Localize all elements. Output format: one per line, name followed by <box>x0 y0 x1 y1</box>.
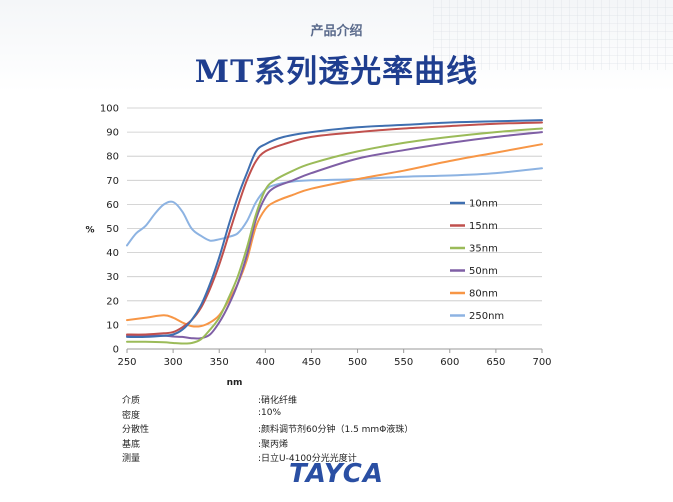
y-tick-label: 0 <box>113 345 119 356</box>
x-tick-label: 600 <box>440 357 459 368</box>
property-value: :日立U-4100分光光度计 <box>258 454 357 464</box>
y-tick-label: 20 <box>106 296 119 307</box>
header-grid-pattern <box>433 0 673 70</box>
y-tick-label: 80 <box>106 152 119 163</box>
property-row: 密度 :10% <box>122 408 542 423</box>
series-line-35nm <box>126 127 543 345</box>
x-tick-label: 300 <box>164 357 183 368</box>
y-tick-label: 70 <box>106 176 119 187</box>
x-tick-label: 350 <box>210 357 229 368</box>
property-value: :硝化纤维 <box>258 396 298 406</box>
legend-label: 10nm <box>469 199 498 210</box>
x-tick-label: 700 <box>532 357 551 368</box>
x-tick-label: 550 <box>394 357 413 368</box>
company-logo: TAYCA <box>289 459 384 489</box>
page-title: MT系列透光率曲线 <box>194 54 479 90</box>
legend-label: 50nm <box>469 266 498 277</box>
y-tick-label: 30 <box>106 272 119 283</box>
series-line-15nm <box>126 121 543 336</box>
header-background <box>0 0 673 92</box>
x-tick-label: 500 <box>348 357 367 368</box>
y-tick-label: 60 <box>106 200 119 211</box>
property-value: :颜料调节剂60分钟（1.5 mmΦ液珠） <box>258 425 414 435</box>
y-tick-label: 10 <box>106 320 119 331</box>
property-label: 分散性 <box>122 425 150 435</box>
axes: 0 10 20 30 40 50 60 70 80 90 100 250 300 350 400 450 500… <box>85 104 551 389</box>
series-line-50nm <box>126 131 543 340</box>
property-label: 密度 <box>122 410 141 421</box>
property-row: 测量 :日立U-4100分光光度计 <box>122 451 542 466</box>
legend-label: 15nm <box>469 221 498 232</box>
y-axis-label: % <box>85 226 94 236</box>
x-tick-label: 650 <box>486 357 505 368</box>
property-row: 分散性 :颜料调节剂60分钟（1.5 mmΦ液珠） <box>122 422 542 437</box>
property-label: 基底 <box>122 439 141 450</box>
y-tick-label: 40 <box>106 248 119 259</box>
y-tick-label: 100 <box>100 104 119 115</box>
series-line-10nm <box>126 119 543 339</box>
property-row: 基底 :聚丙烯 <box>122 437 542 452</box>
properties-table: 介质 :硝化纤维密度 :10% 分散性 :颜料调节剂60分钟（1.5 mmΦ液珠） 基底:… <box>122 393 542 466</box>
transmittance-chart: 0 10 20 30 40 50 60 70 80 90 100 250 300 350 400 450 500… <box>85 104 551 389</box>
x-tick-label: 450 <box>302 357 321 368</box>
property-label: 介质 <box>122 396 141 406</box>
legend-label: 80nm <box>469 289 498 300</box>
x-tick-label: 400 <box>256 357 275 368</box>
y-tick-label: 90 <box>106 128 119 139</box>
property-label: 测量 <box>122 454 141 464</box>
legend-label: 250nm <box>469 311 504 322</box>
property-row: 介质 :硝化纤维 <box>122 393 542 408</box>
x-tick-label: 250 <box>117 357 136 368</box>
property-value: :聚丙烯 <box>258 439 289 450</box>
legend: 10nm 15nm 35nm 50nm 80nm 250nm <box>450 199 504 322</box>
legend-label: 35nm <box>469 244 498 255</box>
series-lines <box>126 119 543 345</box>
y-tick-label: 50 <box>106 224 119 235</box>
x-axis-label: nm <box>227 378 243 388</box>
property-value: :10% <box>258 407 282 418</box>
section-label: 产品介绍 <box>310 24 363 39</box>
